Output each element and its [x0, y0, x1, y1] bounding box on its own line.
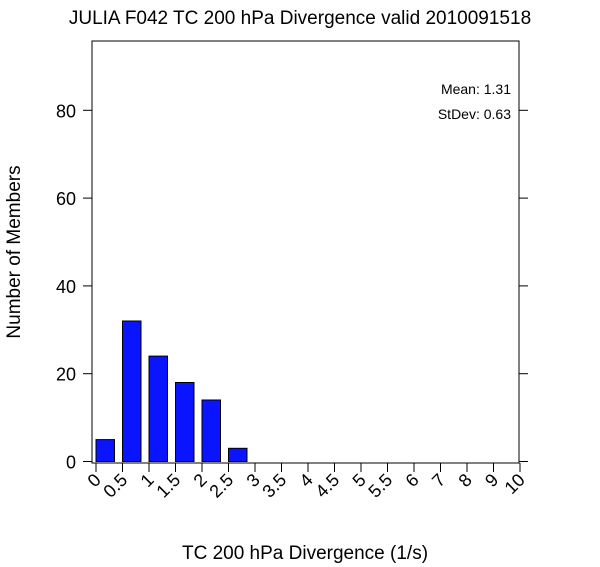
- x-tick-label: 3.5: [258, 470, 290, 502]
- x-tick-label: 1.5: [152, 470, 184, 502]
- x-tick-label: 2.5: [205, 470, 237, 502]
- y-tick-label: 80: [56, 101, 76, 121]
- x-axis-label: TC 200 hPa Divergence (1/s): [182, 543, 428, 564]
- y-axis-label: Number of Members: [4, 165, 25, 338]
- bar: [122, 320, 142, 462]
- chart-title: JULIA F042 TC 200 hPa Divergence valid 2…: [69, 8, 531, 29]
- x-tick-label: 6: [402, 470, 423, 491]
- y-tick-label: 40: [56, 277, 76, 297]
- bar: [201, 399, 221, 462]
- mean-annotation: Mean: 1.31: [441, 81, 511, 97]
- x-tick-label: 5.5: [364, 470, 396, 502]
- bar: [175, 382, 195, 462]
- x-tick-label: 0.5: [99, 470, 131, 502]
- x-tick-label: 8: [455, 470, 476, 491]
- x-tick-label: 10: [501, 470, 529, 498]
- bars-group: [95, 320, 248, 463]
- bar: [228, 447, 248, 462]
- bar: [95, 439, 115, 463]
- y-tick-label: 20: [56, 365, 76, 385]
- bar: [148, 355, 168, 463]
- x-tick-label: 9: [481, 470, 502, 491]
- x-tick-label: 7: [428, 470, 449, 491]
- x-tick-label: 4.5: [311, 470, 343, 502]
- stdev-annotation: StDev: 0.63: [438, 106, 511, 122]
- y-axis: 0 20 40 60 80: [56, 101, 528, 473]
- y-tick-label: 0: [66, 453, 76, 473]
- x-axis: 00.5 11.5 22.5 33.5 44.5 55.5 6 7 8 910: [84, 463, 529, 502]
- plot-frame: [91, 40, 520, 464]
- y-tick-label: 60: [56, 189, 76, 209]
